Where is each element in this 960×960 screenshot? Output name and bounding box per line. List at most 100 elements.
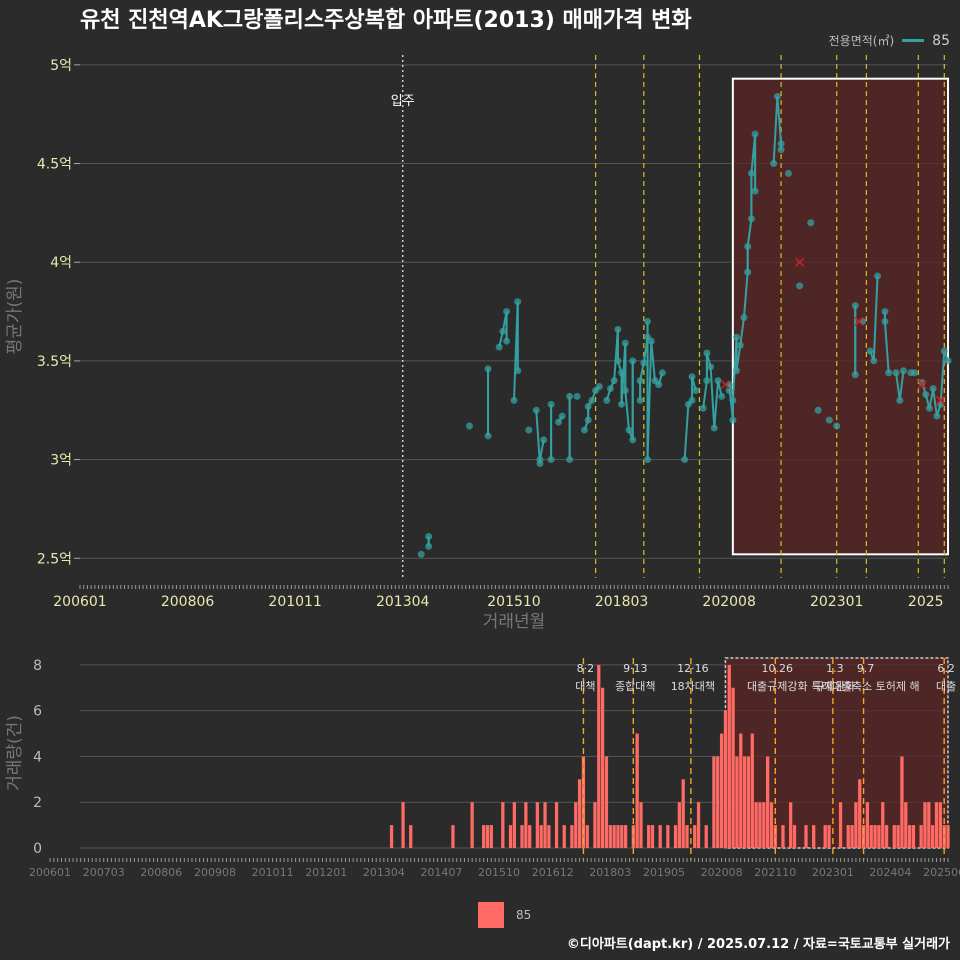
volume-bar	[593, 802, 597, 848]
data-point	[747, 215, 755, 223]
data-point	[614, 325, 622, 333]
volume-bar	[911, 825, 916, 848]
volume-bar	[612, 825, 616, 848]
data-point	[621, 339, 629, 347]
legend-title: 전용면적(㎡)	[828, 34, 895, 48]
data-point	[484, 365, 492, 373]
volume-bar	[616, 825, 620, 848]
data-point	[425, 533, 433, 541]
data-point	[558, 412, 566, 420]
series-line	[535, 410, 541, 464]
volume-bar	[846, 825, 850, 848]
vol-x-tick-label: 200806	[140, 866, 182, 879]
data-point	[729, 416, 737, 424]
policy-label: 대출	[936, 680, 956, 693]
volume-bar	[681, 779, 685, 848]
data-point	[770, 160, 778, 168]
volume-bar	[554, 802, 559, 848]
data-point	[736, 341, 744, 349]
volume-bar	[650, 825, 655, 848]
volume-bar	[600, 687, 605, 848]
data-point	[825, 416, 833, 424]
data-point	[629, 436, 637, 444]
vol-x-tick-label: 202404	[869, 866, 911, 879]
data-point	[606, 385, 614, 393]
data-point	[744, 242, 752, 250]
volume-bar	[624, 825, 628, 848]
policy-label: 18차대책	[671, 680, 715, 693]
page-title: 유천 진천역AK그랑폴리스주상복합 아파트(2013) 매매가격 변화	[80, 8, 692, 33]
volume-bar	[723, 710, 728, 848]
data-point	[925, 404, 933, 412]
volume-bar	[904, 802, 908, 848]
vol-x-tick-label: 200601	[29, 866, 71, 879]
data-point	[703, 377, 711, 385]
data-point	[540, 436, 548, 444]
data-point	[874, 272, 882, 280]
volume-bar	[673, 825, 678, 848]
volume-bar	[677, 802, 681, 848]
data-point	[499, 327, 507, 335]
vol-x-tick-label: 201803	[589, 866, 631, 879]
series-line	[939, 350, 946, 405]
volume-bar	[727, 664, 731, 848]
volume-bar	[716, 756, 720, 848]
policy-label: 9.7	[857, 662, 875, 675]
volume-bar	[758, 802, 762, 848]
x-tick-label: 201304	[376, 594, 430, 610]
series-line	[883, 321, 890, 373]
data-point	[773, 92, 781, 100]
volume-bar	[539, 825, 543, 848]
x-tick-label: 201011	[268, 594, 321, 610]
y-tick-label: 4.5억	[37, 157, 72, 173]
data-point	[714, 377, 722, 385]
volume-bar	[750, 733, 754, 848]
volume-bar	[923, 802, 927, 848]
data-point	[555, 418, 563, 426]
volume-bar	[470, 802, 474, 848]
series-line	[713, 380, 720, 429]
y-tick-label: 3억	[50, 453, 72, 469]
data-point	[751, 130, 759, 138]
vol-x-tick-label: 202110	[754, 866, 796, 879]
volume-bar	[754, 802, 758, 848]
y-tick-label: 4억	[50, 255, 72, 271]
data-point	[703, 349, 711, 357]
series-line	[895, 372, 901, 401]
data-point	[851, 371, 859, 379]
vol-y-axis-title: 거래량(건)	[5, 715, 25, 791]
vol-x-tick-label: 201510	[478, 866, 520, 879]
volume-bar	[570, 825, 574, 848]
vol-x-tick-label: 202301	[812, 866, 854, 879]
data-point	[851, 302, 859, 310]
data-point	[918, 379, 926, 387]
data-point	[814, 406, 822, 414]
policy-label: 종합대책	[615, 680, 655, 693]
x-tick-label: 200806	[161, 594, 215, 610]
series-line	[746, 218, 753, 247]
data-point	[644, 317, 652, 325]
volume-bar	[485, 825, 490, 848]
legend-bottom: 85	[478, 902, 531, 928]
x-marker	[936, 395, 946, 405]
policy-label: 1.3	[826, 662, 844, 675]
volume-bar	[742, 756, 747, 848]
data-point	[944, 357, 952, 365]
vol-x-tick-label: 202506	[923, 866, 960, 879]
volume-bar	[547, 825, 551, 848]
data-point	[503, 337, 511, 345]
volume-bar	[927, 802, 931, 848]
volume-bar	[746, 756, 751, 848]
volume-bar	[508, 825, 513, 848]
volume-bar	[827, 825, 831, 848]
data-point	[911, 369, 919, 377]
data-point	[629, 357, 637, 365]
volume-bar	[647, 825, 651, 848]
series-line	[709, 366, 716, 429]
data-point	[733, 333, 741, 341]
data-point	[514, 298, 522, 306]
policy-label: 규제완화	[815, 680, 855, 693]
volume-bar	[869, 825, 873, 848]
vol-x-tick-label: 201011	[252, 866, 294, 879]
volume-bar	[696, 802, 701, 848]
